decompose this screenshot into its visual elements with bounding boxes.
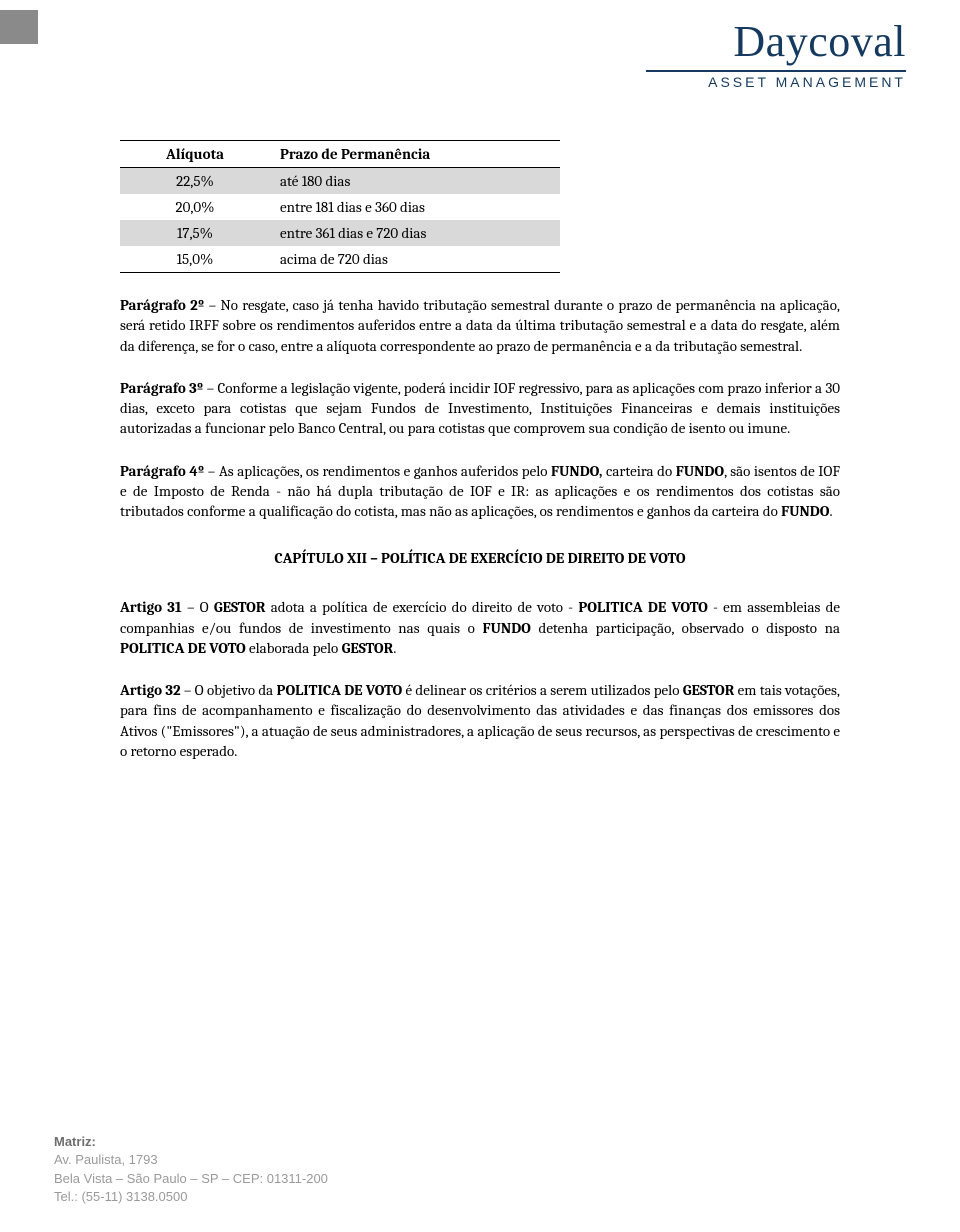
bold-fundo: FUNDO xyxy=(676,462,724,480)
bold-gestor: GESTOR xyxy=(342,639,394,657)
para-lead: Parágrafo 3º xyxy=(120,379,203,397)
cell-prazo: entre 181 dias e 360 dias xyxy=(270,194,560,220)
col-prazo: Prazo de Permanência xyxy=(270,141,560,168)
bold-gestor: GESTOR xyxy=(683,681,735,699)
para-body: – Conforme a legislação vigente, poderá … xyxy=(120,379,840,438)
cell-aliquota: 15,0% xyxy=(120,246,270,273)
footer: Matriz: Av. Paulista, 1793 Bela Vista – … xyxy=(54,1133,328,1206)
footer-phone: Tel.: (55-11) 3138.0500 xyxy=(54,1188,328,1206)
bold-fundo: FUNDO, xyxy=(551,462,603,480)
para-body: . xyxy=(829,502,832,520)
cell-aliquota: 20,0% xyxy=(120,194,270,220)
bold-fundo: FUNDO xyxy=(781,502,829,520)
cell-aliquota: 17,5% xyxy=(120,220,270,246)
paragrafo-2: Parágrafo 2º – No resgate, caso já tenha… xyxy=(120,295,840,356)
brand-name: Daycoval xyxy=(646,20,906,64)
para-lead: Parágrafo 2º xyxy=(120,296,204,314)
table-row: 15,0% acima de 720 dias xyxy=(120,246,560,273)
chapter-title: CAPÍTULO XII – POLÍTICA DE EXERCÍCIO DE … xyxy=(120,549,840,567)
paragrafo-4: Parágrafo 4º – As aplicações, os rendime… xyxy=(120,461,840,522)
table-header-row: Alíquota Prazo de Permanência xyxy=(120,141,560,168)
table-row: 17,5% entre 361 dias e 720 dias xyxy=(120,220,560,246)
art-lead: Artigo 31 xyxy=(120,598,182,616)
art-lead: Artigo 32 xyxy=(120,681,181,699)
art-body: detenha participação, observado o dispos… xyxy=(531,619,840,637)
brand-rule xyxy=(646,70,906,72)
table-row: 20,0% entre 181 dias e 360 dias xyxy=(120,194,560,220)
tax-rate-table: Alíquota Prazo de Permanência 22,5% até … xyxy=(120,140,560,273)
side-tab xyxy=(0,10,38,44)
bold-politica: POLITICA DE VOTO xyxy=(277,681,403,699)
art-body: . xyxy=(393,639,396,657)
art-body: elaborada pelo xyxy=(246,639,342,657)
footer-address-2: Bela Vista – São Paulo – SP – CEP: 01311… xyxy=(54,1170,328,1188)
cell-aliquota: 22,5% xyxy=(120,168,270,195)
art-body: – O objetivo da xyxy=(181,681,277,699)
para-body: – No resgate, caso já tenha havido tribu… xyxy=(120,296,840,355)
artigo-32: Artigo 32 – O objetivo da POLITICA DE VO… xyxy=(120,680,840,761)
para-body: – As aplicações, os rendimentos e ganhos… xyxy=(204,462,551,480)
cell-prazo: até 180 dias xyxy=(270,168,560,195)
bold-gestor: GESTOR xyxy=(214,598,266,616)
cell-prazo: acima de 720 dias xyxy=(270,246,560,273)
para-body: carteira do xyxy=(603,462,676,480)
footer-address-1: Av. Paulista, 1793 xyxy=(54,1151,328,1169)
artigo-31: Artigo 31 – O GESTOR adota a política de… xyxy=(120,597,840,658)
footer-label: Matriz: xyxy=(54,1133,328,1151)
bold-politica: POLITICA DE VOTO xyxy=(578,598,707,616)
cell-prazo: entre 361 dias e 720 dias xyxy=(270,220,560,246)
brand-logo: Daycoval ASSET MANAGEMENT xyxy=(646,20,906,90)
col-aliquota: Alíquota xyxy=(120,141,270,168)
art-body: é delinear os critérios a serem utilizad… xyxy=(402,681,683,699)
paragrafo-3: Parágrafo 3º – Conforme a legislação vig… xyxy=(120,378,840,439)
art-body: – O xyxy=(182,598,214,616)
para-lead: Parágrafo 4º xyxy=(120,462,204,480)
brand-subtitle: ASSET MANAGEMENT xyxy=(646,74,906,90)
bold-fundo: FUNDO xyxy=(483,619,531,637)
table-row: 22,5% até 180 dias xyxy=(120,168,560,195)
page-content: Alíquota Prazo de Permanência 22,5% até … xyxy=(120,140,840,783)
art-body: adota a política de exercício do direito… xyxy=(266,598,579,616)
bold-politica: POLITICA DE VOTO xyxy=(120,639,246,657)
